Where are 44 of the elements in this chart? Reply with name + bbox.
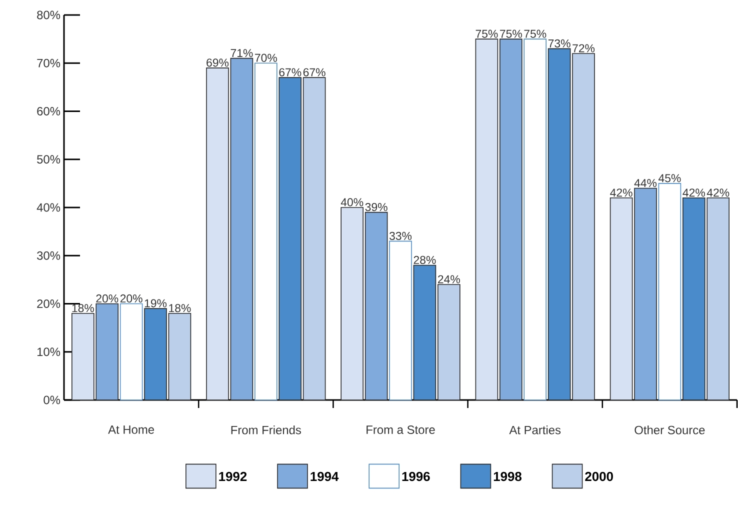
y-tick-label: 70% xyxy=(37,58,60,68)
data-label: 71% xyxy=(230,49,253,58)
data-label: 28% xyxy=(414,256,436,264)
data-label: 44% xyxy=(634,179,657,188)
data-label: 33% xyxy=(389,232,412,240)
data-label: 75% xyxy=(524,30,546,38)
y-tick-label: 80% xyxy=(37,10,60,20)
x-tick-label: From a Store xyxy=(366,426,435,434)
data-label: 45% xyxy=(658,174,681,182)
data-label: 75% xyxy=(500,30,522,38)
data-label: 67% xyxy=(279,68,302,76)
data-label: 42% xyxy=(682,188,705,197)
legend-label: 2000 xyxy=(585,472,613,482)
y-tick-label: 10% xyxy=(37,348,60,356)
y-tick-label: 20% xyxy=(37,300,60,308)
data-label: 18% xyxy=(72,304,94,312)
x-tick-label: At Home xyxy=(108,426,154,434)
data-label: 39% xyxy=(365,202,388,212)
data-label: 75% xyxy=(476,30,498,38)
x-tick-label: At Parties xyxy=(509,426,561,434)
x-tick-label: From Friends xyxy=(231,426,301,434)
data-label: 40% xyxy=(340,198,364,206)
data-label: 20% xyxy=(96,294,118,303)
y-tick-label: 30% xyxy=(37,251,60,260)
data-label: 42% xyxy=(706,188,730,197)
y-tick-label: 0% xyxy=(44,396,60,404)
data-label: 72% xyxy=(572,44,595,52)
data-label: 42% xyxy=(610,188,632,197)
legend-label: 1992 xyxy=(219,472,247,482)
data-label: 18% xyxy=(169,304,191,312)
data-label: 24% xyxy=(438,275,460,284)
data-label: 73% xyxy=(548,39,570,48)
y-tick-label: 40% xyxy=(36,203,60,212)
legend-label: 1996 xyxy=(402,472,430,482)
data-label: 19% xyxy=(144,299,167,308)
legend-label: 1994 xyxy=(310,472,339,482)
y-tick-label: 60% xyxy=(37,107,60,116)
data-label: 70% xyxy=(255,54,277,62)
data-label: 69% xyxy=(206,58,229,67)
legend-label: 1998 xyxy=(494,472,522,482)
y-tick-label: 50% xyxy=(37,155,60,164)
data-label: 67% xyxy=(303,68,326,76)
data-label: 20% xyxy=(120,294,142,303)
x-tick-label: Other Source xyxy=(634,426,705,434)
